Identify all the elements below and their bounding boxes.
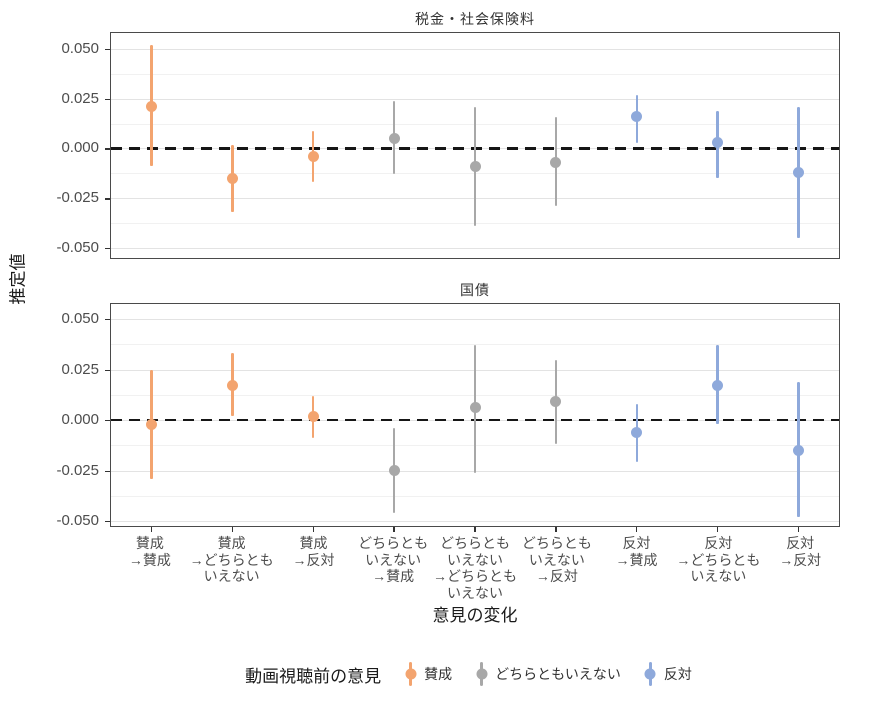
point-estimate <box>631 111 643 123</box>
y-tick-label: 0.025 <box>61 89 99 107</box>
x-category-label: 賛成 →反対 <box>292 535 335 568</box>
y-tick-mark <box>105 470 110 472</box>
legend-key-agree: 賛成 <box>409 662 452 686</box>
point-estimate <box>226 172 238 184</box>
x-tick-mark <box>636 527 638 532</box>
point-estimate <box>712 380 724 392</box>
y-tick-mark <box>105 520 110 523</box>
x-tick-mark <box>555 527 557 532</box>
y-tick-label: -0.025 <box>56 461 99 479</box>
legend-key-neither: どちらともいえない <box>480 662 621 686</box>
x-category-label: 賛成 →どちらとも いえない <box>189 535 274 584</box>
point-estimate <box>550 156 562 168</box>
point-estimate <box>145 101 157 113</box>
x-axis-title: 意見の変化 <box>432 606 518 625</box>
x-category-label: 反対 →反対 <box>779 535 822 568</box>
point-estimate <box>469 402 481 414</box>
x-tick-mark <box>150 527 153 532</box>
x-category-label: 反対 →賛成 <box>615 535 658 568</box>
legend-label-neither: どちらともいえない <box>495 666 621 682</box>
gridline-major <box>111 248 839 250</box>
gridline-major <box>111 319 839 321</box>
facet-title-top: 税金・社会保険料 <box>415 11 535 27</box>
legend-key-oppose: 反対 <box>648 662 692 686</box>
x-tick-mark <box>312 527 314 532</box>
gridline-major <box>111 48 839 50</box>
y-tick-label: -0.050 <box>56 511 99 529</box>
x-category-label: 反対 →どちらとも いえない <box>676 535 761 584</box>
point-estimate <box>550 396 562 408</box>
y-tick-mark <box>105 148 110 150</box>
x-category-label: どちらとも いえない →賛成 <box>358 535 429 584</box>
gridline-major <box>111 98 839 100</box>
pointrange-glyph-icon <box>409 662 413 686</box>
panel-bottom <box>110 303 840 527</box>
gridline-minor <box>111 495 839 497</box>
y-tick-mark <box>105 319 110 321</box>
y-tick-label: 0.000 <box>61 139 99 157</box>
y-tick-label: 0.025 <box>61 360 99 378</box>
pointrange-glyph-icon <box>480 662 484 686</box>
point-estimate <box>226 380 238 392</box>
x-category-label: どちらとも いえない →反対 <box>521 535 592 584</box>
point-estimate <box>469 160 481 172</box>
y-tick-mark <box>105 198 110 200</box>
y-tick-mark <box>105 369 110 371</box>
x-category-label: どちらとも いえない →どちらとも いえない <box>433 535 518 601</box>
y-tick-mark <box>105 248 110 250</box>
y-tick-mark <box>105 48 110 51</box>
legend-label-oppose: 反対 <box>663 666 692 682</box>
y-tick-mark <box>105 98 110 100</box>
x-tick-mark <box>717 527 719 532</box>
point-estimate <box>388 465 400 476</box>
x-tick-mark <box>231 527 233 532</box>
x-category-label: 賛成 →賛成 <box>128 535 171 568</box>
y-tick-label: 0.050 <box>61 310 99 328</box>
gridline-major <box>111 520 839 522</box>
y-axis-title: 推定値 <box>8 253 28 305</box>
point-estimate <box>793 444 805 456</box>
point-estimate <box>388 133 400 145</box>
legend: 動画視聴前の意見 賛成 どちらともいえない 反対 <box>33 651 871 697</box>
gridline-minor <box>111 73 839 75</box>
pointrange-glyph-icon <box>648 662 652 686</box>
y-tick-label: 0.050 <box>61 39 99 57</box>
y-tick-label: 0.000 <box>61 411 99 429</box>
legend-label-agree: 賛成 <box>424 666 453 682</box>
point-estimate <box>793 166 805 178</box>
point-estimate <box>307 410 319 422</box>
x-tick-mark <box>393 527 395 532</box>
point-estimate <box>631 426 643 438</box>
y-tick-label: -0.025 <box>56 189 99 207</box>
facet-title-bottom: 国債 <box>460 282 490 298</box>
panel-top <box>110 32 840 259</box>
point-estimate <box>307 150 319 162</box>
x-axis-category-labels: 賛成 →賛成 賛成 →どちらとも いえない 賛成 →反対 どちらとも いえない →賛成 どちらともい… <box>110 535 840 601</box>
legend-title: 動画視聴前の意見 <box>245 666 382 686</box>
gridline-minor <box>111 344 839 346</box>
x-tick-mark <box>797 527 800 532</box>
y-tick-label: -0.050 <box>56 239 99 257</box>
point-estimate <box>145 418 157 430</box>
x-tick-mark <box>474 527 476 532</box>
y-tick-mark <box>105 420 110 422</box>
point-estimate <box>712 137 724 148</box>
